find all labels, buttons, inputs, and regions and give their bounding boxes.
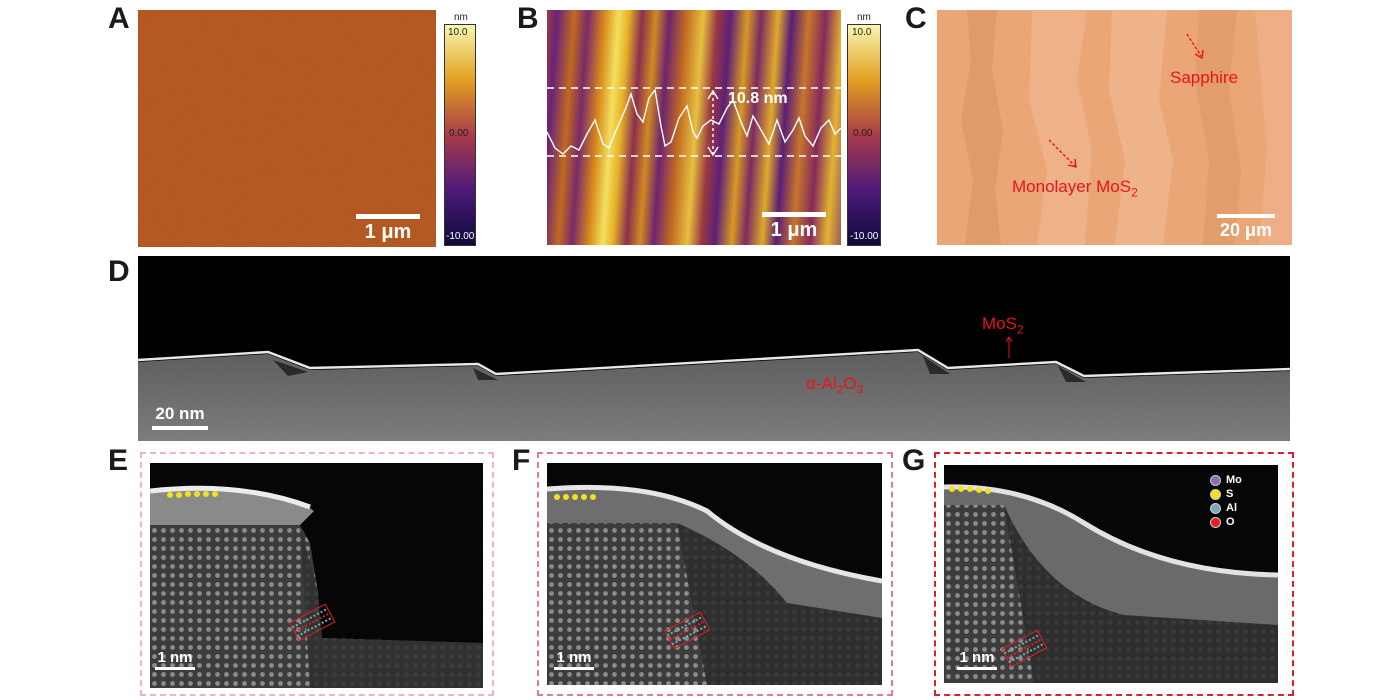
mos2-text: MoS [982, 314, 1017, 333]
panel-c-letter: C [905, 2, 927, 35]
colorbar-gradient [444, 24, 476, 246]
colorbar-unit: nm [857, 12, 871, 23]
panel-g-frame [934, 452, 1294, 696]
panel-g-letter: G [902, 444, 926, 477]
scale-bar: 1 nm [152, 649, 198, 672]
alumina-sub-2: 2 [836, 382, 844, 397]
colorbar-min: -10.00 [446, 231, 475, 242]
sapphire-label: Sapphire [1170, 68, 1239, 87]
scale-bar: 20 μm [1213, 214, 1279, 241]
s-atom-icon [1210, 488, 1221, 500]
afm-image-flat: 1 μm [138, 10, 436, 247]
atom-legend: Mo S Al O [1210, 473, 1242, 529]
legend-label-al: Al [1226, 502, 1237, 514]
panel-e-frame [140, 452, 494, 696]
subscript-2: 2 [1131, 185, 1138, 200]
colorbar-max: 10.0 [852, 27, 872, 38]
sulfur-atom-row [949, 486, 991, 494]
colorbar-mid: 0.00 [449, 128, 469, 139]
legend-label-o: O [1226, 516, 1235, 528]
alumina-label: α-Al2O3 [806, 374, 863, 396]
mos2-label: MoS2 [982, 314, 1024, 336]
haadf-image-f: 1 nm [547, 463, 882, 685]
legend-item-s: S [1210, 487, 1242, 501]
afm-image-steps: 10.8 nm 1 μm [547, 10, 841, 245]
panel-e-letter: E [108, 444, 129, 477]
colorbar-unit: nm [454, 12, 468, 23]
monolayer-mos2-label: Monolayer MoS2 [1012, 177, 1138, 199]
alumina-text-o: O [843, 374, 857, 393]
legend-item-o: O [1210, 515, 1242, 529]
subscript-2: 2 [1016, 322, 1024, 337]
step-height-label: 10.8 nm [728, 90, 788, 107]
alumina-sub-3: 3 [856, 382, 864, 397]
optical-image: Sapphire Monolayer MoS2 20 μm [937, 10, 1292, 245]
panel-f-letter: F [512, 444, 531, 477]
alumina-text-al: α-Al [806, 374, 837, 393]
colorbar-gradient [847, 24, 881, 246]
monolayer-mos2-text: Monolayer MoS [1012, 177, 1132, 196]
scale-bar: 1 nm [551, 649, 597, 672]
scale-bar: 1 μm [353, 214, 423, 244]
panel-f-frame [537, 452, 893, 696]
haadf-image-e: 1 nm [150, 463, 483, 688]
colorbar-max: 10.0 [448, 27, 468, 38]
legend-label-mo: Mo [1226, 474, 1242, 486]
tem-cross-section: MoS2 α-Al2O3 20 nm [138, 256, 1290, 441]
mo-atom-icon [1210, 474, 1221, 486]
scale-bar: 20 nm [150, 404, 210, 432]
o-atom-icon [1210, 516, 1221, 528]
sulfur-atom-row [554, 494, 596, 500]
panel-b-letter: B [517, 2, 539, 35]
legend-item-mo: Mo [1210, 473, 1242, 487]
al-atom-icon [1210, 502, 1221, 514]
colorbar-mid: 0.00 [853, 128, 873, 139]
panel-d-letter: D [108, 255, 130, 288]
legend-label-s: S [1226, 488, 1234, 500]
legend-item-al: Al [1210, 501, 1242, 515]
scale-bar: 1 nm [954, 649, 1000, 672]
panel-a-letter: A [108, 2, 130, 35]
haadf-image-g: Mo S Al O 1 nm [944, 465, 1278, 683]
colorbar-min: -10.00 [850, 231, 879, 242]
sulfur-atom-row [167, 491, 218, 498]
scale-bar: 1 μm [759, 212, 829, 242]
